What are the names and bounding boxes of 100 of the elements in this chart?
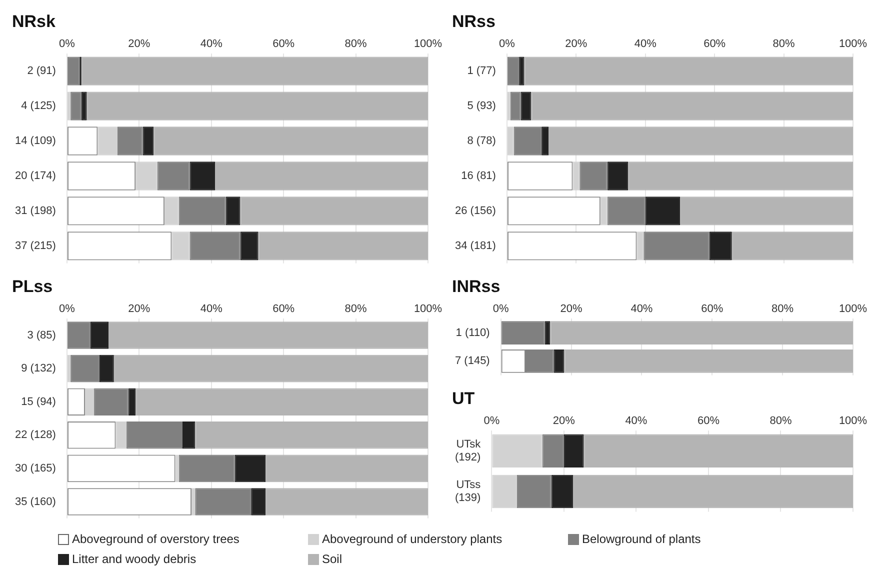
- bar: [514, 126, 542, 156]
- y-tick-label: 14 (109): [14, 135, 56, 148]
- bar: [190, 162, 215, 190]
- y-tick-label: 22 (128): [14, 429, 56, 442]
- bar: [607, 196, 646, 226]
- chart-title: PLss: [12, 276, 53, 296]
- bar: [98, 126, 118, 156]
- bar: [86, 92, 428, 120]
- bar: [81, 92, 87, 120]
- y-tick-label: 37 (215): [14, 240, 56, 252]
- bar: [67, 56, 80, 86]
- bar: [258, 232, 428, 260]
- bar: [94, 388, 128, 416]
- bar: [142, 126, 154, 156]
- bar: [607, 162, 628, 190]
- bar: [214, 162, 428, 190]
- x-tick-label: 0%: [484, 415, 500, 428]
- bar: [266, 488, 428, 516]
- x-tick-label: 40%: [200, 303, 223, 316]
- bar: [548, 126, 853, 156]
- y-tick-label: 9 (132): [21, 362, 56, 375]
- legend-label: Soil: [322, 552, 342, 566]
- bar: [190, 232, 240, 260]
- y-tick-label: 8 (78): [467, 135, 496, 148]
- y-tick-label: 1 (77): [467, 65, 496, 78]
- bar: [524, 56, 853, 86]
- bar: [251, 488, 266, 516]
- bar: [116, 421, 127, 449]
- x-tick-label: 20%: [552, 415, 576, 428]
- x-tick-label: 0%: [499, 38, 516, 50]
- bar: [157, 162, 190, 190]
- bar: [182, 421, 196, 449]
- x-tick-label: 0%: [492, 303, 510, 316]
- bar: [90, 322, 108, 349]
- bar: [195, 421, 428, 449]
- x-tick-label: 60%: [701, 303, 724, 316]
- x-tick-label: 80%: [770, 415, 792, 428]
- y-tick-label: 3 (85): [27, 329, 56, 342]
- bar: [234, 454, 266, 482]
- y-tick-label: 31 (198): [14, 204, 56, 217]
- bar: [572, 162, 580, 190]
- bar: [85, 388, 94, 416]
- x-tick-label: 100%: [838, 415, 868, 428]
- bar: [519, 56, 524, 86]
- bar: [226, 196, 240, 226]
- bar: [636, 232, 644, 260]
- x-tick-label: 60%: [704, 38, 726, 50]
- bar: [70, 354, 100, 382]
- chart-title: UT: [452, 388, 476, 408]
- x-tick-label: 0%: [59, 38, 76, 50]
- bar: [501, 321, 545, 344]
- bar: [600, 196, 608, 226]
- chart-title: INRss: [452, 276, 500, 296]
- bar: [67, 322, 90, 349]
- y-tick-label: 26 (156): [454, 204, 496, 217]
- x-tick-label: 0%: [59, 303, 76, 316]
- legend-label: Litter and woody debris: [72, 552, 196, 566]
- legend-label: Aboveground of understory plants: [322, 532, 502, 546]
- y-tick-label: 20 (174): [14, 170, 56, 182]
- bar: [178, 454, 235, 482]
- x-tick-label: 20%: [128, 38, 150, 50]
- bar: [118, 126, 143, 156]
- bar: [164, 196, 179, 226]
- bar: [544, 321, 550, 344]
- bar: [584, 434, 853, 468]
- bar: [554, 350, 564, 373]
- bar: [266, 454, 428, 482]
- bar: [126, 421, 182, 449]
- y-tick-label: 2 (91): [27, 65, 56, 78]
- bar: [550, 321, 853, 344]
- x-tick-label: 60%: [697, 415, 720, 428]
- legend-label: Belowground of plants: [582, 532, 701, 546]
- bar: [542, 434, 564, 468]
- bar: [240, 232, 258, 260]
- x-tick-label: 100%: [838, 303, 868, 316]
- y-tick-label: 35 (160): [14, 496, 56, 508]
- bar: [516, 474, 552, 508]
- bar: [70, 92, 82, 120]
- bar: [507, 126, 514, 156]
- y-tick-label: UTsk (192): [454, 438, 482, 464]
- x-tick-label: 60%: [272, 303, 295, 316]
- x-tick-label: 80%: [344, 38, 368, 50]
- bar: [564, 434, 584, 468]
- x-tick-label: 20%: [565, 38, 588, 50]
- bar: [645, 196, 680, 226]
- x-tick-label: 100%: [414, 303, 442, 316]
- x-tick-label: 20%: [560, 303, 582, 316]
- bar: [136, 388, 428, 416]
- bar: [172, 232, 190, 260]
- bar: [195, 488, 252, 516]
- bar: [510, 92, 521, 120]
- bar: [108, 322, 428, 349]
- x-tick-label: 40%: [630, 303, 653, 316]
- bar: [531, 92, 853, 120]
- x-tick-label: 100%: [838, 38, 868, 50]
- bar: [492, 434, 542, 468]
- bar: [154, 126, 428, 156]
- x-tick-label: 80%: [344, 303, 368, 316]
- y-tick-label: 30 (165): [14, 462, 56, 474]
- x-tick-label: 40%: [625, 415, 648, 428]
